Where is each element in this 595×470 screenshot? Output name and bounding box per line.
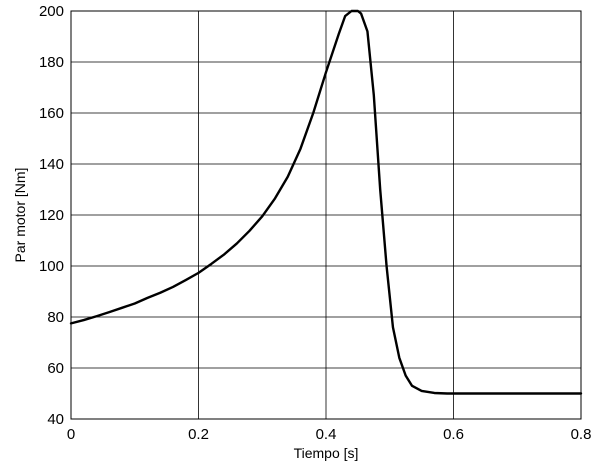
y-tick-label: 80 [47, 309, 64, 326]
y-tick-label: 140 [39, 156, 64, 173]
x-tick-label: 0.4 [316, 426, 337, 443]
y-tick-label: 160 [39, 105, 64, 122]
plot-area-frame [70, 10, 582, 420]
y-tick-label: 40 [47, 411, 64, 428]
x-axis-ticks: 0 0.2 0.4 0.6 0.8 [67, 426, 592, 443]
x-tick-label: 0 [67, 426, 75, 443]
y-tick-label: 120 [39, 207, 64, 224]
x-tick-label: 0.8 [571, 426, 592, 443]
y-tick-label: 60 [47, 360, 64, 377]
x-tick-label: 0.6 [443, 426, 464, 443]
y-tick-label: 200 [39, 3, 64, 20]
y-axis-ticks: 40 60 80 100 120 140 160 180 200 [39, 3, 64, 428]
y-tick-label: 100 [39, 258, 64, 275]
y-axis-title: Par motor [Nm] [12, 168, 28, 263]
x-tick-label: 0.2 [188, 426, 209, 443]
series-line [69, 9, 583, 395]
y-tick-label: 180 [39, 54, 64, 71]
series-layer [69, 9, 583, 395]
x-axis-title: Tiempo [s] [294, 445, 359, 461]
